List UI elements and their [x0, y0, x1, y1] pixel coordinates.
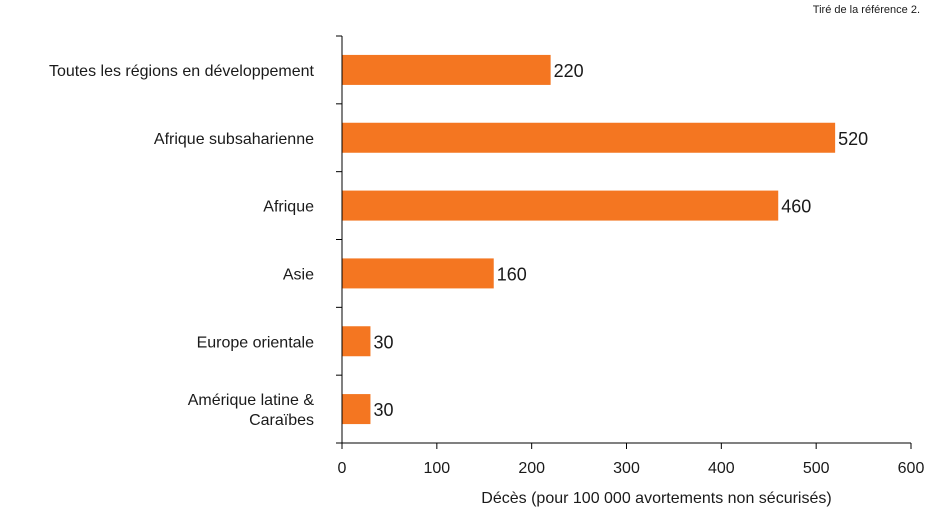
category-label-line: Asie: [283, 266, 314, 283]
bar-value-label: 460: [781, 197, 811, 217]
bar: [342, 258, 494, 289]
bar-value-label: 30: [373, 400, 393, 420]
bar: [342, 190, 779, 221]
x-tick-label: 400: [708, 460, 735, 477]
bar: [342, 326, 371, 357]
x-tick-label: 600: [898, 460, 925, 477]
bar-value-label: 220: [554, 61, 584, 81]
category-label: Afrique subsaharienne: [154, 131, 314, 148]
category-label-line: Europe orientale: [197, 334, 315, 351]
x-axis-title: Décès (pour 100 000 avortements non sécu…: [481, 490, 831, 507]
x-tick-label: 500: [803, 460, 830, 477]
bar-value-label: 520: [838, 129, 868, 149]
category-label-line: Toutes les régions en développement: [49, 63, 315, 80]
x-tick-label: 200: [518, 460, 545, 477]
category-label: Afrique: [263, 199, 314, 216]
x-tick-label: 0: [338, 460, 347, 477]
category-label: Europe orientale: [197, 334, 315, 351]
category-labels-layer: Toutes les régions en développement Afriq…: [49, 63, 315, 429]
category-label: Asie: [283, 266, 314, 283]
category-label-line: Caraïbes: [249, 412, 314, 429]
bar-value-label: 30: [373, 332, 393, 352]
bar: [342, 394, 371, 425]
category-label-line: Afrique: [263, 199, 314, 216]
source-note: Tiré de la référence 2.: [812, 4, 920, 16]
tick-layer: 0 100 200 300 400 500 600: [336, 35, 925, 477]
bar: [342, 54, 551, 85]
x-tick-label: 300: [613, 460, 640, 477]
bar-value-label: 160: [497, 264, 527, 284]
category-label: Toutes les régions en développement: [49, 63, 315, 80]
category-label-line: Amérique latine &: [188, 392, 315, 409]
bar: [342, 122, 836, 153]
category-label: Amérique latine & Caraïbes: [188, 392, 315, 429]
category-label-line: Afrique subsaharienne: [154, 131, 314, 148]
x-tick-label: 100: [423, 460, 450, 477]
bars-layer: 220 520 460 160 30 30: [342, 54, 868, 425]
